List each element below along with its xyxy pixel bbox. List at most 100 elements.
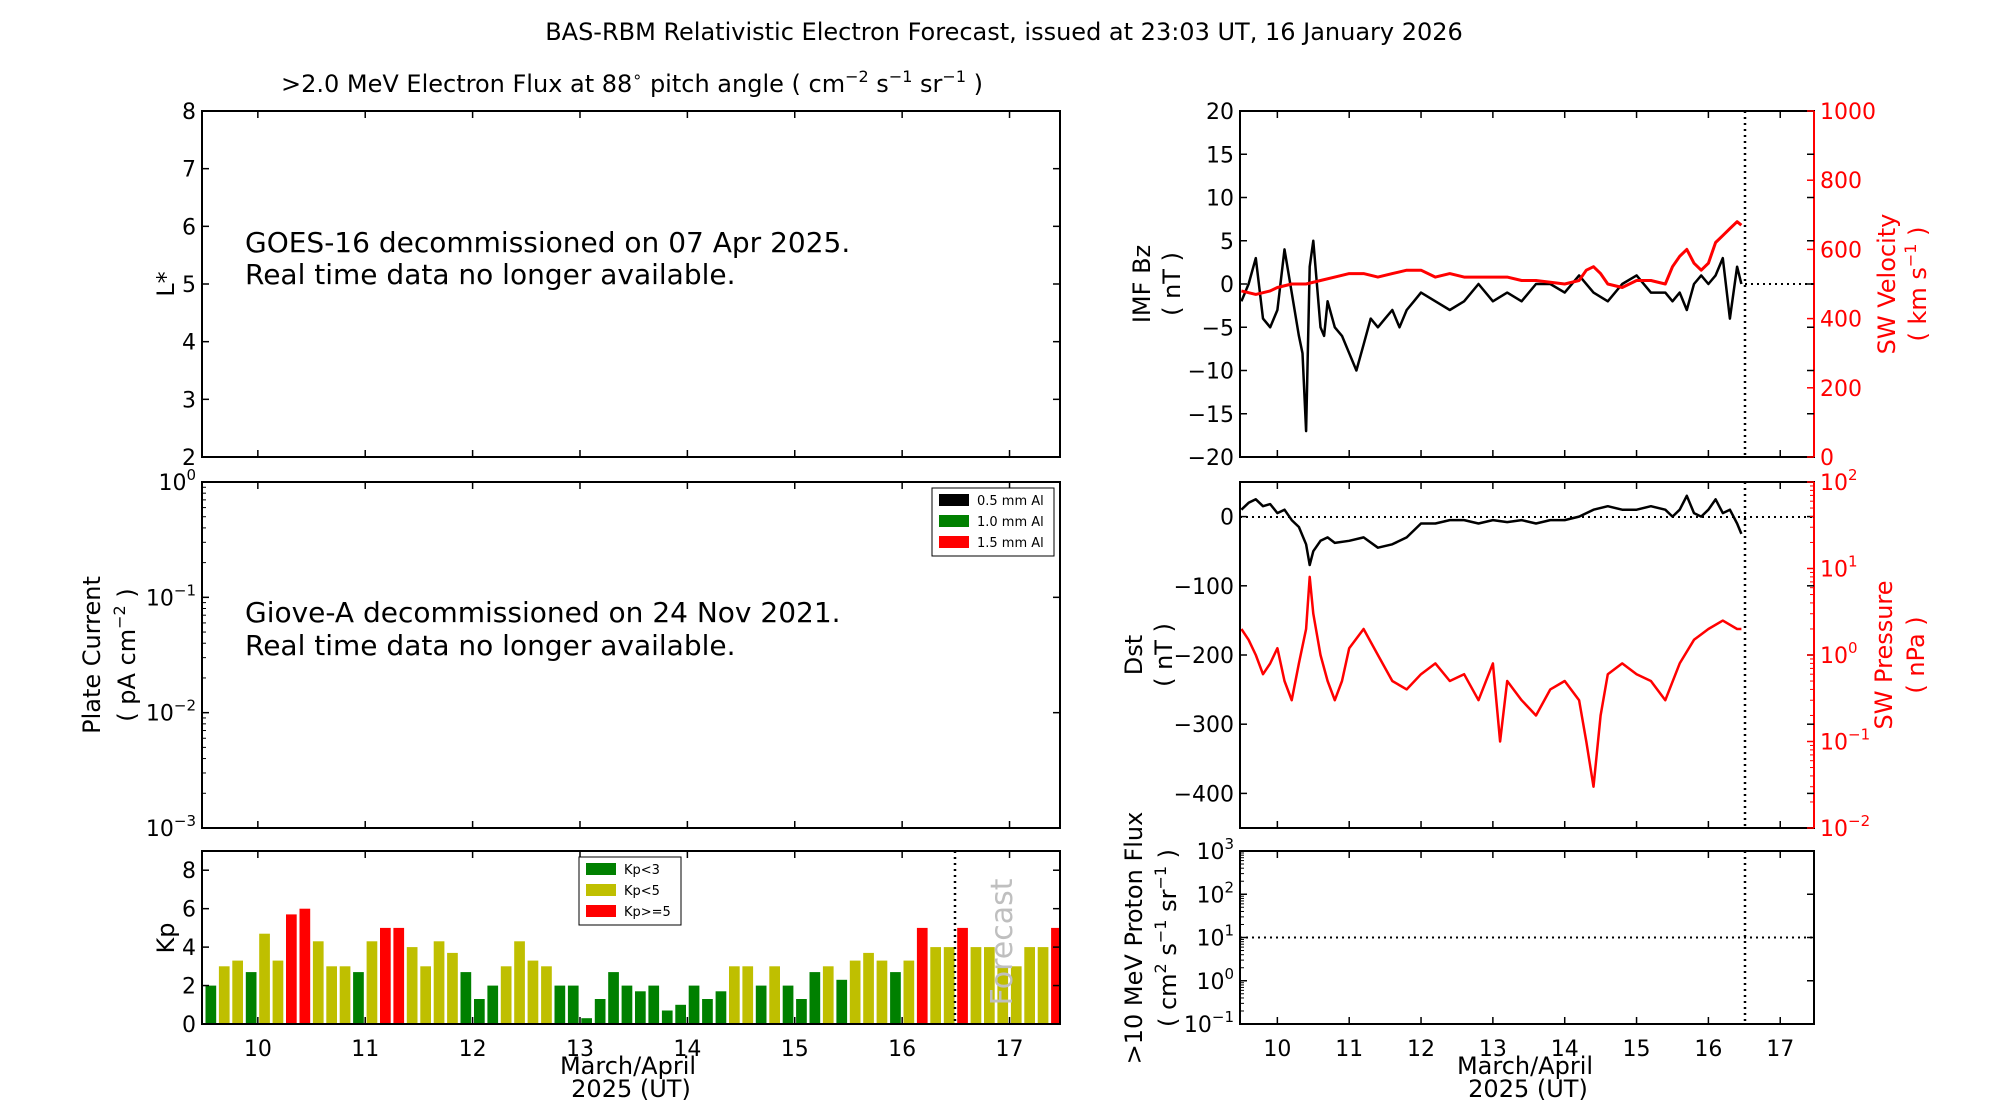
plate-message-line1: Giove-A decommissioned on 24 Nov 2021. [245, 596, 841, 629]
proton-y-axis-label: >10 MeV Proton Flux [1120, 812, 1148, 1065]
x-tick-label: 12 [459, 1037, 487, 1062]
x-tick-label: 13 [1479, 1037, 1507, 1062]
figure-title: BAS-RBM Relativistic Electron Forecast, … [545, 18, 1463, 46]
kp-bar [406, 947, 418, 1024]
kp-bar [380, 927, 391, 1024]
kp-legend: Kp<3 Kp<5 Kp>=5 [578, 856, 682, 926]
plate-message-line2: Real time data no longer available. [245, 629, 736, 662]
kp-bar [621, 985, 633, 1024]
x-tick-label: 11 [1335, 1037, 1363, 1062]
kp-bar [688, 985, 700, 1024]
y-tick-label: 101 [1196, 922, 1234, 952]
kp-bar [661, 1010, 673, 1024]
x-tick-label: 10 [244, 1037, 272, 1062]
kp-bar [957, 927, 968, 1024]
y-tick-label: 10−3 [146, 812, 196, 842]
kp-legend-label: Kp<3 [624, 863, 660, 878]
x-tick-label: 13 [566, 1037, 594, 1062]
imf-y2-axis-unit: ( km s−1 ) [1901, 227, 1932, 342]
kp-bar [272, 960, 284, 1024]
proton-plot-frame [1239, 850, 1815, 1025]
y-tick-label: 5 [182, 273, 196, 298]
x-tick-label: 17 [1766, 1037, 1794, 1062]
y-tick-label: 100 [158, 466, 196, 496]
kp-y-axis-label: Kp [152, 923, 180, 954]
dst-line [1240, 494, 1743, 567]
y-tick-label: 5 [1220, 230, 1234, 255]
kp-bar [286, 914, 297, 1024]
flux-y-axis-label: L* [152, 271, 180, 296]
y-tick-label: −15 [1188, 403, 1234, 428]
dst-y2-axis-unit: ( nPa ) [1902, 616, 1930, 693]
plate-legend-swatch-red [939, 536, 969, 548]
kp-x-axis: 10 11 12 13 14 15 16 17 [244, 851, 1024, 1062]
dst-y2-axis: 10−2 10−1 100 101 102 [1807, 466, 1870, 842]
y-tick-label: −200 [1174, 644, 1234, 669]
imf-y2-axis-label: SW Velocity [1873, 214, 1901, 355]
kp-bar [487, 985, 499, 1024]
y2-tick-label: 800 [1820, 169, 1862, 194]
kp-legend-label: Kp<5 [624, 884, 660, 899]
y-tick-label: 7 [182, 158, 196, 183]
kp-bar [943, 947, 955, 1024]
kp-bar [339, 966, 351, 1024]
y-tick-label: 8 [182, 859, 196, 884]
kp-bar [715, 991, 727, 1024]
flux-panel-title: >2.0 MeV Electron Flux at 88∘ pitch angl… [281, 67, 983, 98]
dst-y2-axis-label: SW Pressure [1870, 580, 1898, 729]
kp-bar [755, 985, 767, 1024]
imf-x-axis [1276, 111, 1781, 457]
y2-tick-label: 1000 [1820, 100, 1876, 125]
y2-tick-label: 400 [1820, 308, 1862, 333]
dst-series [1240, 494, 1743, 788]
kp-bar [541, 966, 552, 1024]
y-tick-label: 2 [182, 446, 196, 471]
dst-y-axis-label: Dst [1120, 635, 1148, 675]
kp-bar [554, 985, 566, 1024]
kp-bar [474, 999, 485, 1024]
kp-bar [1010, 966, 1022, 1024]
kp-bar [245, 972, 257, 1024]
plate-panel: 10−3 10−2 10−1 100 Plate Current ( pA cm−2 … [78, 466, 1061, 842]
imf-y-axis-unit: ( nT ) [1158, 252, 1186, 316]
y-tick-label: 10−1 [1184, 1008, 1234, 1038]
y-tick-label: 101 [1820, 553, 1858, 583]
kp-bar [863, 952, 874, 1024]
kp-bar [312, 941, 324, 1024]
kp-bar [782, 985, 794, 1024]
y-tick-label: 2 [182, 975, 196, 1000]
kp-bar [393, 927, 405, 1024]
kp-bars [205, 908, 1060, 1024]
dst-y-axis: −400 −300 −200 −100 0 [1174, 506, 1814, 807]
kp-bar [916, 927, 928, 1024]
plate-legend: 0.5 mm Al 1.0 mm Al 1.5 mm Al [931, 487, 1055, 557]
y2-tick-label: 200 [1820, 377, 1862, 402]
plate-y-axis-label: Plate Current [78, 576, 106, 734]
flux-plot-frame [201, 110, 1061, 458]
kp-bar [567, 985, 579, 1024]
kp-panel: Forecast 0 2 4 6 8 10 11 12 13 14 15 16 17 Kp March… [152, 850, 1061, 1100]
y-tick-label: 4 [182, 936, 196, 961]
x-tick-label: 15 [781, 1037, 809, 1062]
x-tick-label: 17 [996, 1037, 1024, 1062]
x-tick-label: 10 [1263, 1037, 1291, 1062]
kp-bar [1037, 947, 1049, 1024]
kp-bar [299, 908, 311, 1024]
y-tick-label: 3 [182, 388, 196, 413]
kp-legend-swatch-red [586, 905, 616, 917]
y-tick-label: 103 [1196, 835, 1234, 865]
plate-legend-swatch-black [939, 494, 969, 506]
kp-bar [608, 972, 619, 1024]
kp-bar [930, 947, 941, 1024]
kp-bar [232, 960, 243, 1024]
x-tick-label: 14 [673, 1037, 701, 1062]
kp-x-axis-label-line1: March/April [560, 1052, 696, 1080]
flux-y-axis: 2 3 4 5 6 7 8 [182, 100, 1060, 471]
y2-tick-label: 0 [1820, 446, 1834, 471]
kp-bar [460, 972, 472, 1024]
y-tick-label: 8 [182, 100, 196, 125]
imf-plot-frame [1240, 111, 1814, 457]
imf-panel: −20 −15 −10 −5 0 5 10 15 20 0 200 400 600 800 1000 IM… [1128, 100, 1932, 471]
flux-message-line2: Real time data no longer available. [245, 258, 736, 291]
